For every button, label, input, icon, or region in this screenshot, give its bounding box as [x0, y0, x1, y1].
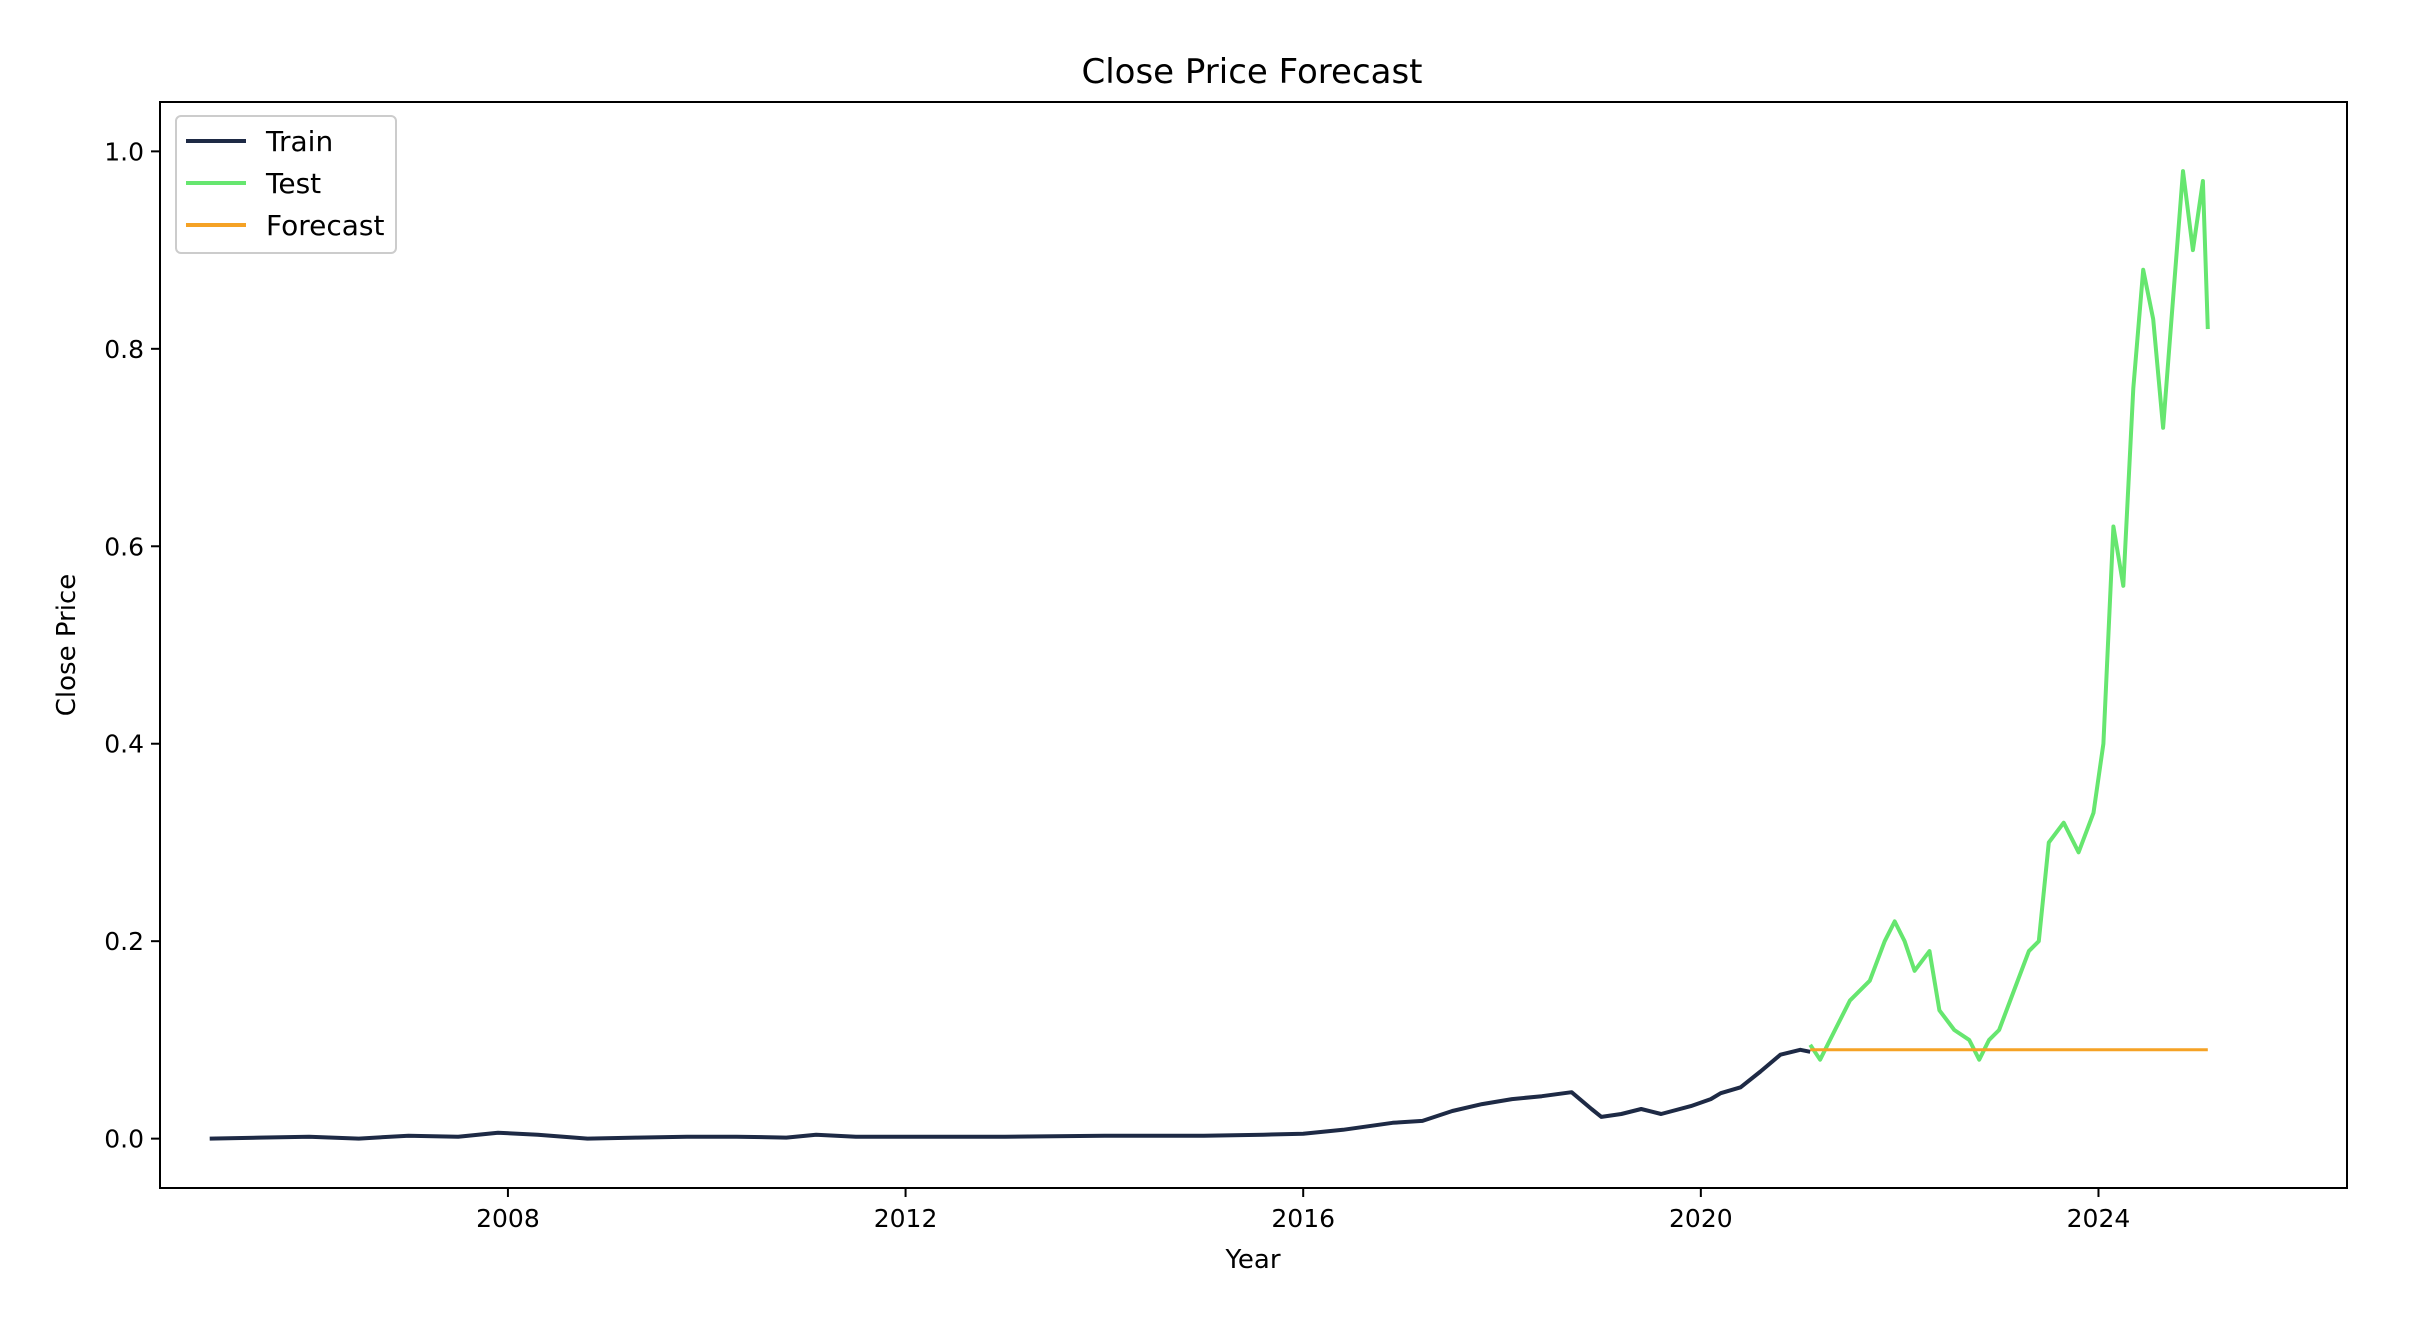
- legend-box: [175, 115, 397, 254]
- x-tick-label: 2016: [1271, 1204, 1335, 1233]
- x-tick-label: 2024: [2067, 1204, 2131, 1233]
- x-tick-label: 2012: [874, 1204, 938, 1233]
- x-tick-label: 2008: [476, 1204, 540, 1233]
- y-tick-label: 0.2: [104, 927, 144, 956]
- x-axis-label: Year: [1224, 1245, 1280, 1275]
- plot-frame: [159, 101, 2348, 1189]
- legend-label-test: Test: [265, 167, 321, 200]
- plot-area: [209, 169, 2210, 1141]
- chart-title: Close Price Forecast: [1081, 52, 1422, 92]
- x-axis-ticks: 2008 2012 2016 2020 2024: [476, 1188, 2130, 1233]
- legend-label-train: Train: [265, 125, 333, 158]
- x-tick-label: 2020: [1669, 1204, 1733, 1233]
- y-tick-label: 0.8: [104, 335, 144, 364]
- series-line-train: [209, 1047, 1811, 1141]
- y-tick-label: 0.4: [104, 730, 144, 759]
- y-tick-label: 0.6: [104, 532, 144, 561]
- y-axis-ticks: 0.0 0.2 0.4 0.6 0.8 1.0: [104, 137, 160, 1154]
- y-tick-label: 0.0: [104, 1125, 144, 1154]
- legend: Train Test Forecast: [175, 115, 397, 254]
- y-tick-label: 1.0: [104, 137, 144, 166]
- legend-label-forecast: Forecast: [266, 209, 385, 242]
- y-axis-label: Close Price: [52, 574, 82, 717]
- series-line-test: [1808, 169, 2210, 1062]
